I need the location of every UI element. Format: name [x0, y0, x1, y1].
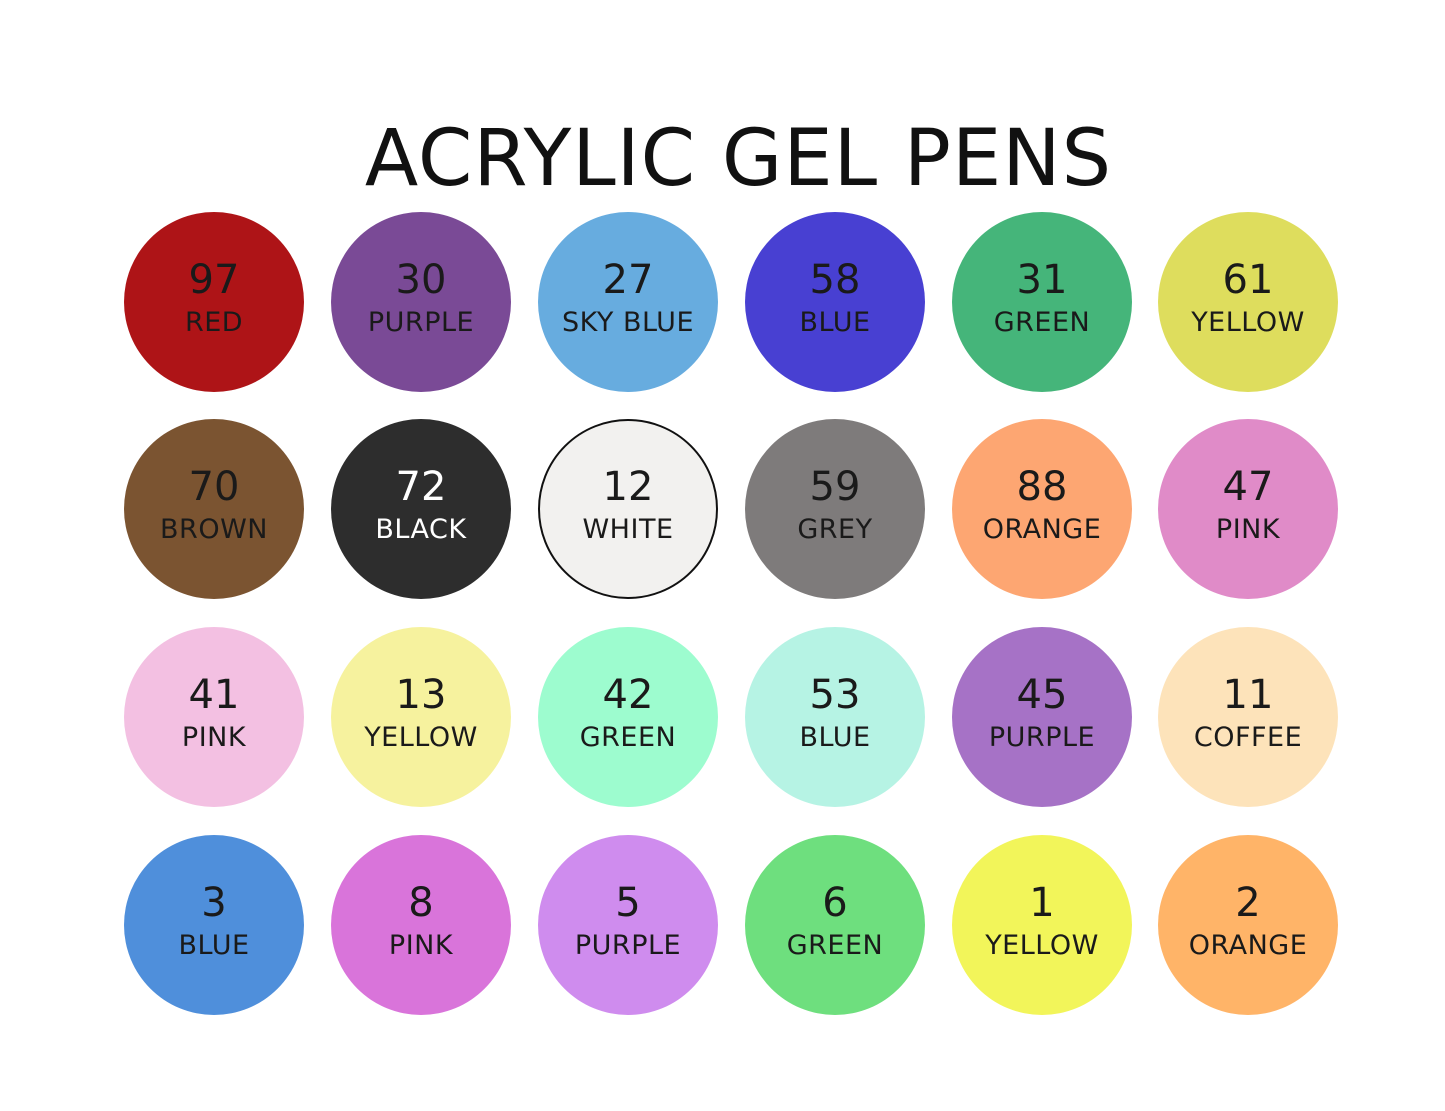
swatch-color-name: GREEN — [993, 307, 1091, 338]
swatch-number: 45 — [1016, 672, 1068, 718]
swatch-number: 59 — [809, 464, 861, 510]
swatch-number: 31 — [1016, 257, 1068, 303]
swatch-color-name: PURPLE — [367, 307, 475, 338]
swatch-color-name: GREEN — [579, 722, 677, 753]
swatch-number: 13 — [395, 672, 447, 718]
swatch-color-name: PINK — [181, 722, 247, 753]
swatch-color-name: BROWN — [160, 514, 268, 545]
swatch-color-name: YELLOW — [1191, 307, 1305, 338]
swatch-number: 53 — [809, 672, 861, 718]
swatch-number: 42 — [602, 672, 654, 718]
color-swatch: 30 PURPLE — [331, 212, 511, 392]
color-swatch: 8 PINK — [331, 835, 511, 1015]
swatch-color-name: WHITE — [582, 514, 674, 545]
swatch-number: 88 — [1016, 464, 1068, 510]
swatch-color-name: ORANGE — [1188, 930, 1308, 961]
color-swatch: 41 PINK — [124, 627, 304, 807]
swatch-color-name: YELLOW — [364, 722, 478, 753]
color-swatch: 72 BLACK — [331, 419, 511, 599]
page-title: ACRYLIC GEL PENS — [364, 114, 1113, 205]
color-swatch: 53 BLUE — [745, 627, 925, 807]
swatch-color-name: ORANGE — [982, 514, 1102, 545]
swatch-number: 47 — [1222, 464, 1274, 510]
color-swatch: 3 BLUE — [124, 835, 304, 1015]
color-swatch: 27 SKY BLUE — [538, 212, 718, 392]
color-swatch: 97 RED — [124, 212, 304, 392]
swatch-color-name: PURPLE — [574, 930, 682, 961]
swatch-color-name: RED — [184, 307, 244, 338]
swatch-number: 11 — [1222, 672, 1274, 718]
swatch-number: 97 — [188, 257, 240, 303]
swatch-color-name: PURPLE — [988, 722, 1096, 753]
swatch-color-name: GREEN — [786, 930, 884, 961]
color-swatch: 6 GREEN — [745, 835, 925, 1015]
swatch-color-name: PINK — [1215, 514, 1281, 545]
color-swatch: 70 BROWN — [124, 419, 304, 599]
color-swatch: 58 BLUE — [745, 212, 925, 392]
swatch-number: 2 — [1235, 880, 1261, 926]
swatch-color-name: GREY — [797, 514, 873, 545]
swatch-color-name: YELLOW — [985, 930, 1099, 961]
swatch-number: 6 — [822, 880, 848, 926]
swatch-color-name: BLUE — [178, 930, 250, 961]
swatch-number: 8 — [408, 880, 434, 926]
swatch-number: 3 — [201, 880, 227, 926]
color-swatch: 31 GREEN — [952, 212, 1132, 392]
swatch-number: 30 — [395, 257, 447, 303]
swatch-color-name: BLACK — [375, 514, 467, 545]
color-swatch: 45 PURPLE — [952, 627, 1132, 807]
color-swatch: 1 YELLOW — [952, 835, 1132, 1015]
swatch-color-name: PINK — [388, 930, 454, 961]
swatch-number: 61 — [1222, 257, 1274, 303]
color-swatch: 88 ORANGE — [952, 419, 1132, 599]
swatch-number: 41 — [188, 672, 240, 718]
swatch-color-name: COFFEE — [1193, 722, 1303, 753]
swatch-number: 12 — [602, 464, 654, 510]
swatch-color-name: BLUE — [799, 307, 871, 338]
swatch-number: 58 — [809, 257, 861, 303]
swatch-number: 70 — [188, 464, 240, 510]
color-swatch: 5 PURPLE — [538, 835, 718, 1015]
color-swatch: 13 YELLOW — [331, 627, 511, 807]
color-swatch: 59 GREY — [745, 419, 925, 599]
color-swatch: 12 WHITE — [538, 419, 718, 599]
color-swatch: 11 COFFEE — [1158, 627, 1338, 807]
color-swatch: 42 GREEN — [538, 627, 718, 807]
color-swatch: 61 YELLOW — [1158, 212, 1338, 392]
color-swatch: 2 ORANGE — [1158, 835, 1338, 1015]
swatch-number: 5 — [615, 880, 641, 926]
swatch-number: 72 — [395, 464, 447, 510]
color-swatch: 47 PINK — [1158, 419, 1338, 599]
swatch-number: 1 — [1029, 880, 1055, 926]
swatch-number: 27 — [602, 257, 654, 303]
swatch-color-name: SKY BLUE — [562, 307, 694, 338]
swatch-color-name: BLUE — [799, 722, 871, 753]
